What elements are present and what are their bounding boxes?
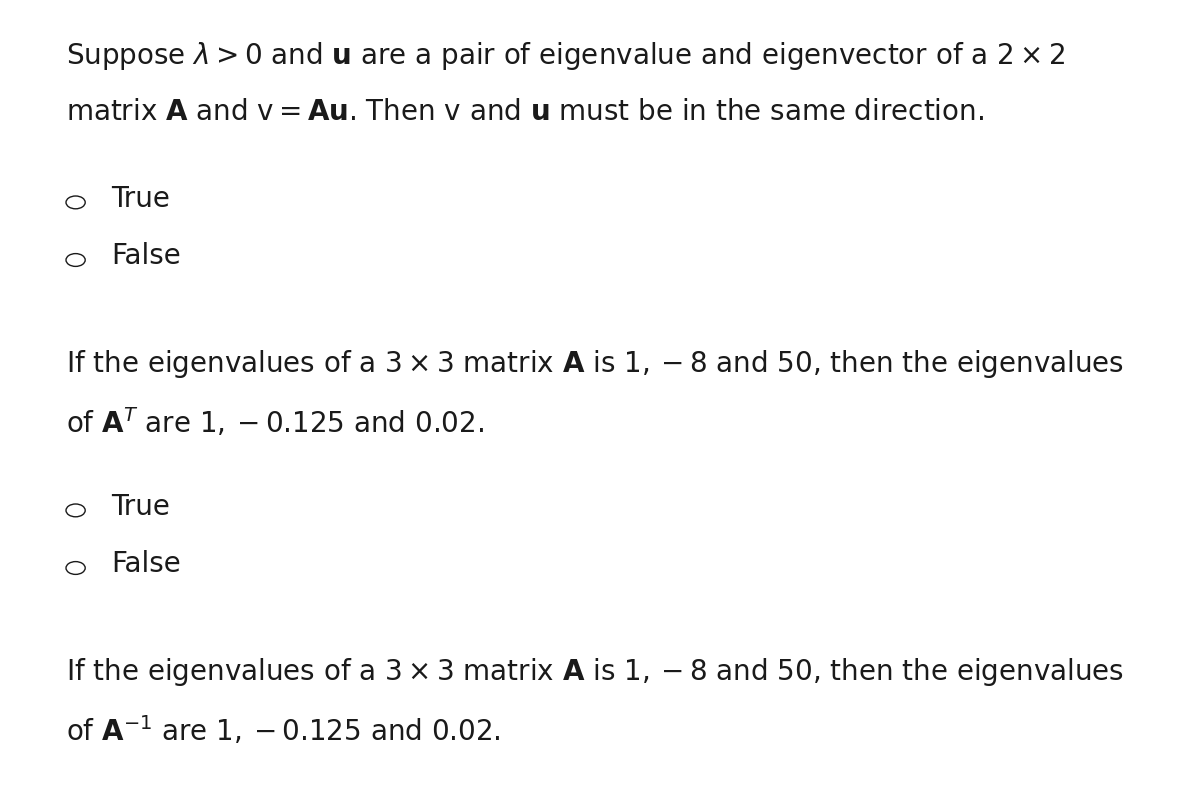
- Text: matrix $\mathbf{A}$ and $\mathrm{v} = \mathbf{Au}$. Then $\mathrm{v}$ and $\math: matrix $\mathbf{A}$ and $\mathrm{v} = \m…: [66, 98, 984, 126]
- Text: False: False: [112, 242, 181, 270]
- Text: Suppose $\lambda > 0$ and $\mathbf{u}$ are a pair of eigenvalue and eigenvector : Suppose $\lambda > 0$ and $\mathbf{u}$ a…: [66, 40, 1066, 72]
- Text: True: True: [112, 493, 170, 521]
- Text: False: False: [112, 550, 181, 578]
- Text: If the eigenvalues of a $3 \times 3$ matrix $\mathbf{A}$ is $1, -8$ and $50$, th: If the eigenvalues of a $3 \times 3$ mat…: [66, 348, 1124, 380]
- Text: If the eigenvalues of a $3 \times 3$ matrix $\mathbf{A}$ is $1, -8$ and $50$, th: If the eigenvalues of a $3 \times 3$ mat…: [66, 656, 1124, 688]
- Text: True: True: [112, 185, 170, 213]
- Text: of $\mathbf{A}^T$ are $1, -0.125$ and $0.02$.: of $\mathbf{A}^T$ are $1, -0.125$ and $0…: [66, 406, 484, 439]
- Text: of $\mathbf{A}^{-1}$ are $1, -0.125$ and $0.02$.: of $\mathbf{A}^{-1}$ are $1, -0.125$ and…: [66, 714, 500, 747]
